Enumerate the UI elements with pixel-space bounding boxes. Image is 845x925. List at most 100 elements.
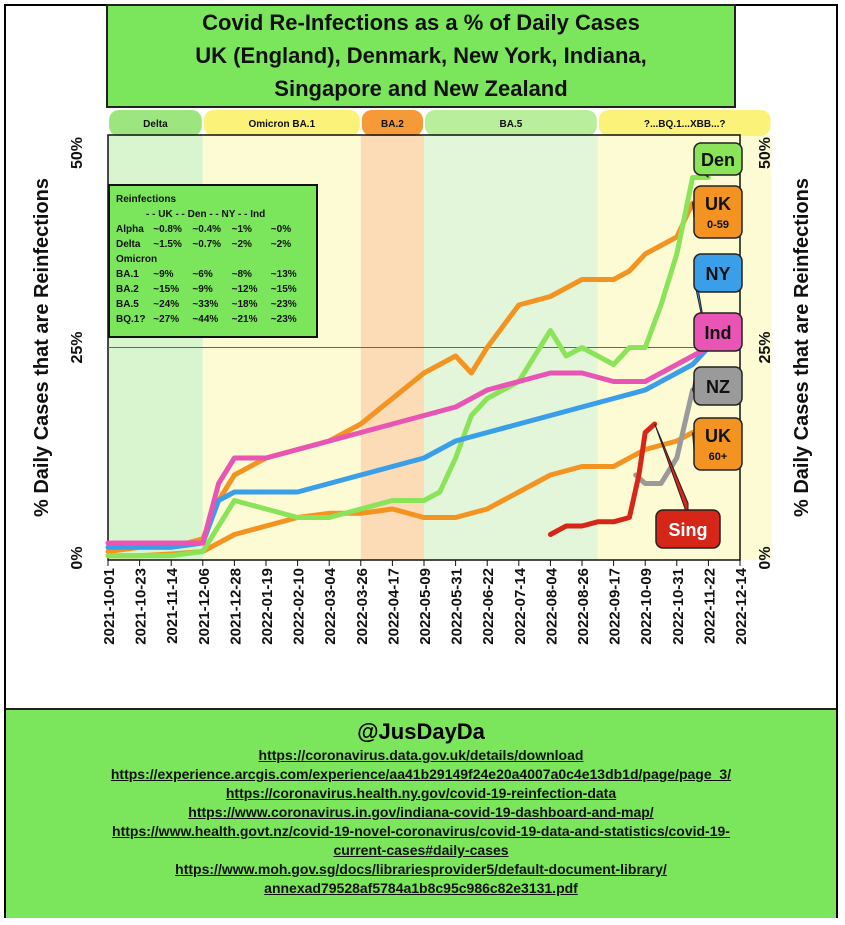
- table-cell: ~1%: [231, 224, 252, 235]
- y-tick-label-right: 50%: [757, 137, 774, 169]
- reinfection-table: Reinfections - - UK - - Den - - NY - - I…: [108, 184, 318, 338]
- table-cell: ~15%: [153, 284, 180, 295]
- source-link-1[interactable]: https://coronavirus.data.gov.uk/details/…: [258, 747, 584, 763]
- table-row-label: BA.5: [116, 299, 139, 310]
- source-link-5-cont[interactable]: current-cases#daily-cases: [333, 842, 509, 858]
- table-row-label: Alpha: [116, 224, 144, 235]
- source-link-3[interactable]: https://coronavirus.health.ny.gov/covid-…: [225, 785, 617, 801]
- callout-box: [693, 142, 743, 176]
- table-title: Reinfections: [116, 194, 177, 205]
- x-tick-label: 2021-10-23: [133, 568, 150, 645]
- table-cell: ~21%: [231, 314, 258, 325]
- y-axis-label-left: % Daily Cases that are Reinfections: [31, 178, 53, 517]
- y-tick-label-right: 25%: [757, 331, 774, 363]
- title-line-3: Singapore and New Zealand: [274, 76, 568, 101]
- table-cell: ~0%: [270, 224, 292, 235]
- omicron-row: BA.2 ~15% ~9% ~12% ~15%: [116, 282, 310, 297]
- table-cell: ~24%: [153, 299, 180, 310]
- x-tick-label: 2022-08-26: [575, 568, 592, 645]
- table-header: - - UK - - Den - - NY - - Ind: [146, 209, 266, 220]
- x-tick-label: 2022-08-04: [543, 567, 560, 644]
- period-label: Delta: [143, 119, 168, 130]
- table-cell: ~23%: [270, 299, 297, 310]
- y-tick-label-right: 0%: [757, 546, 774, 569]
- source-footer: @JusDayDa https://coronavirus.data.gov.u…: [6, 708, 836, 918]
- title-line-2: UK (England), Denmark, New York, Indiana…: [195, 43, 647, 68]
- y-tick-label-left: 0%: [69, 546, 86, 569]
- series-line-sing: [547, 421, 658, 537]
- callout-label: UK: [705, 194, 731, 214]
- callout-box: [693, 253, 743, 293]
- table-cell: ~1.5%: [153, 239, 182, 250]
- series-line-ind: [105, 345, 711, 546]
- table-cell: ~2%: [231, 239, 252, 250]
- chart-title: Covid Re-Infections as a % of Daily Case…: [106, 4, 736, 108]
- series-line-den: [105, 175, 711, 559]
- table-cell: ~8%: [231, 269, 252, 280]
- x-tick-label: 2021-12-06: [196, 568, 213, 645]
- callout-sublabel: 60+: [709, 451, 728, 463]
- table-row-label: Delta: [116, 239, 141, 250]
- omicron-row: BQ.1? ~27% ~44% ~21% ~23%: [116, 312, 310, 327]
- x-tick-label: 2022-01-19: [259, 568, 276, 645]
- x-tick-label: 2022-05-31: [449, 568, 466, 645]
- table-row-label: BA.1: [116, 269, 139, 280]
- series-line-nz: [633, 387, 696, 486]
- table-cell: ~9%: [192, 284, 213, 295]
- x-tick-label: 2022-04-17: [385, 568, 402, 645]
- table-row-label: BQ.1?: [116, 314, 146, 325]
- source-link-4[interactable]: https://www.coronavirus.in.gov/indiana-c…: [188, 804, 654, 820]
- callout-box: [693, 312, 743, 352]
- table-cell: ~27%: [153, 314, 180, 325]
- period-label: BA.2: [381, 119, 404, 130]
- period-label: Omicron BA.1: [248, 119, 315, 130]
- source-link-5[interactable]: https://www.health.govt.nz/covid-19-nove…: [112, 823, 730, 839]
- pre-row: Alpha ~0.8% ~0.4% ~1% ~0%: [116, 222, 310, 237]
- x-tick-label: 2022-03-04: [322, 567, 339, 644]
- x-tick-label: 2022-02-10: [291, 568, 308, 645]
- period-tab: [361, 110, 423, 136]
- table-cell: ~33%: [192, 299, 219, 310]
- x-tick-label: 2022-03-26: [354, 568, 371, 645]
- table-cell: ~0.7%: [192, 239, 222, 250]
- callout-label: NY: [705, 264, 730, 284]
- table-cell: ~2%: [270, 239, 292, 250]
- table-row-label: BA.2: [116, 284, 139, 295]
- period-tab: [425, 110, 597, 136]
- x-tick-label: 2022-07-14: [512, 567, 529, 644]
- callout-label: Den: [701, 150, 735, 170]
- x-tick-label: 2021-10-01: [101, 568, 118, 645]
- x-tick-label: 2022-11-22: [701, 568, 718, 644]
- x-tick-label: 2022-05-09: [417, 568, 434, 645]
- x-tick-label: 2022-12-14: [733, 567, 750, 644]
- x-tick-label: 2022-10-09: [638, 568, 655, 645]
- omicron-row: BA.5 ~24% ~33% ~18% ~23%: [116, 297, 310, 312]
- callout-label: NZ: [706, 377, 730, 397]
- callout-label: Ind: [705, 323, 732, 343]
- callout-box: [693, 185, 743, 239]
- source-link-2[interactable]: https://experience.arcgis.com/experience…: [110, 766, 732, 782]
- x-tick-label: 2021-12-28: [227, 568, 244, 645]
- author-handle: @JusDayDa: [357, 719, 485, 744]
- x-tick-label: 2022-10-31: [670, 568, 687, 645]
- callout-label: Sing: [669, 520, 708, 540]
- table-cell: ~15%: [270, 284, 297, 295]
- y-tick-label-left: 50%: [69, 137, 86, 169]
- table-cell: ~18%: [231, 299, 258, 310]
- series-line-uk-60-: [105, 430, 696, 559]
- table-omicron-label: Omicron: [116, 254, 158, 265]
- table-cell: ~9%: [153, 269, 174, 280]
- source-link-6[interactable]: https://www.moh.gov.sg/docs/librariespro…: [175, 861, 667, 877]
- period-label: BA.5: [500, 119, 523, 130]
- period-tab: [203, 110, 360, 136]
- callout-box: [655, 509, 721, 549]
- title-line-1: Covid Re-Infections as a % of Daily Case…: [202, 10, 640, 35]
- callout-sublabel: 0-59: [707, 219, 729, 231]
- table-cell: ~0.4%: [192, 224, 222, 235]
- table-cell: ~12%: [231, 284, 258, 295]
- table-cell: ~23%: [270, 314, 297, 325]
- source-link-6-cont[interactable]: annexad79528af5784a1b8c95c986c82e3131.pd…: [264, 880, 578, 896]
- omicron-row: BA.1 ~9% ~6% ~8% ~13%: [116, 267, 310, 282]
- callout-box: [693, 366, 743, 406]
